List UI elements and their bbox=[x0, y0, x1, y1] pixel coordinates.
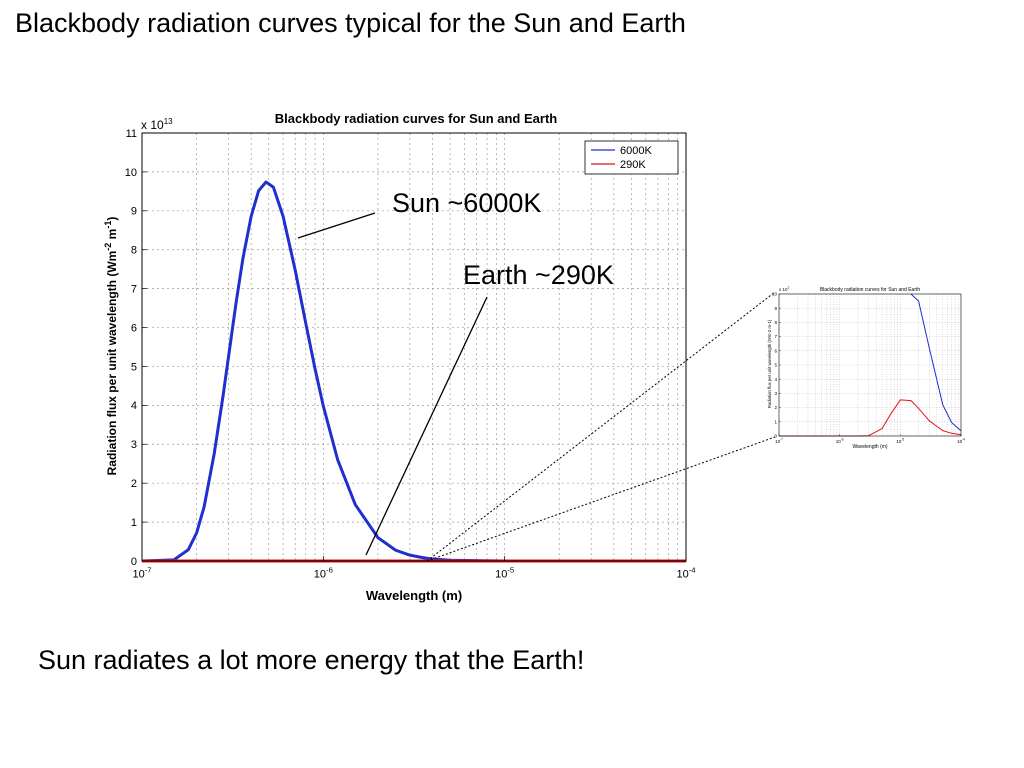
inset-chart-x-tick-label: 10-6 bbox=[836, 438, 844, 444]
inset-chart-grid bbox=[779, 294, 961, 436]
main-chart-ylabel: Radiation flux per unit wavelength (Wm-2… bbox=[103, 217, 119, 476]
main-chart-y-tick-label: 6 bbox=[131, 322, 137, 334]
main-chart-series-6000k bbox=[141, 180, 686, 563]
main-chart-legend: 6000K 290K bbox=[584, 140, 679, 175]
inset-chart-series-6000k bbox=[910, 293, 962, 432]
main-chart-ylabel-pre: Radiation flux per unit wavelength (Wm bbox=[105, 251, 119, 476]
main-chart-y-tick-label: 0 bbox=[131, 556, 137, 568]
main-chart-ylabel-mid: m bbox=[105, 229, 119, 243]
slide-caption: Sun radiates a lot more energy that the … bbox=[38, 645, 585, 675]
main-chart-x-tick-label: 10-5 bbox=[495, 566, 514, 581]
main-chart-ylabel-post: ) bbox=[105, 217, 119, 221]
inset-chart-ticks: 0 1 2 3 4 5 6 7 8 9 10 10-7 10-6 10-5 10-4 bbox=[772, 292, 965, 444]
main-chart-y-tick-label: 8 bbox=[131, 245, 137, 257]
inset-chart-y-tick-label: 9 bbox=[774, 306, 777, 311]
inset-chart-y-multiplier-base: x 10 bbox=[779, 287, 788, 292]
legend-label-6000k: 6000K bbox=[620, 145, 652, 157]
slide-title: Blackbody radiation curves typical for t… bbox=[15, 8, 686, 38]
main-chart-ylabel-exp1: -2 bbox=[103, 243, 113, 251]
main-chart-y-tick-label: 9 bbox=[131, 206, 137, 218]
main-chart-y-multiplier: x 1013 bbox=[141, 117, 173, 132]
main-chart-ticks: 0 1 2 3 4 5 6 7 8 9 10 11 10-7 10-6 10-5 10-4 bbox=[125, 128, 697, 581]
legend-box bbox=[584, 140, 679, 175]
legend-label-290k: 290K bbox=[620, 159, 646, 171]
inset-chart-y-multiplier: x 107 bbox=[779, 286, 790, 292]
main-chart-y-tick-label: 11 bbox=[126, 128, 137, 140]
zoom-connector-top bbox=[426, 291, 776, 562]
inset-chart-series-290k bbox=[779, 399, 962, 437]
sun-annotation: Sun ~6000K bbox=[392, 188, 541, 218]
main-chart-y-tick-label: 2 bbox=[131, 478, 137, 490]
inset-chart-y-tick-label: 7 bbox=[774, 334, 777, 339]
main-chart-x-tick-label: 10-7 bbox=[132, 566, 151, 581]
main-chart-y-tick-label: 3 bbox=[131, 439, 137, 451]
sun-annotation-pointer bbox=[297, 212, 376, 239]
main-chart-y-tick-label: 4 bbox=[131, 400, 137, 412]
inset-chart-y-tick-label: 6 bbox=[774, 348, 777, 353]
inset-chart-y-tick-label: 1 bbox=[774, 419, 777, 424]
inset-chart-y-tick-label: 0 bbox=[774, 434, 777, 439]
inset-chart-xlabel: Wavelength (m) bbox=[852, 444, 887, 450]
main-chart-y-tick-label: 5 bbox=[131, 361, 137, 373]
main-chart-y-multiplier-exp: 13 bbox=[164, 117, 173, 126]
main-chart-y-tick-label: 1 bbox=[131, 517, 137, 529]
main-chart-y-tick-label: 7 bbox=[131, 283, 137, 295]
inset-chart-x-tick-label: 10-5 bbox=[896, 438, 904, 444]
earth-annotation-pointer bbox=[365, 296, 488, 556]
main-chart-xlabel: Wavelength (m) bbox=[366, 588, 462, 603]
inset-chart-y-tick-label: 2 bbox=[774, 405, 777, 410]
main-chart-series bbox=[141, 180, 686, 563]
main-chart-y-multiplier-base: x 10 bbox=[141, 118, 164, 132]
main-chart-x-tick-label: 10-4 bbox=[676, 566, 696, 581]
main-chart-ylabel-exp2: -1 bbox=[103, 221, 113, 229]
main-chart-grid bbox=[142, 133, 686, 561]
inset-chart-y-tick-label: 10 bbox=[772, 292, 778, 297]
main-chart-y-tick-label: 10 bbox=[125, 167, 137, 179]
inset-chart-y-multiplier-exp: 7 bbox=[788, 286, 790, 290]
main-chart-x-tick-label: 10-6 bbox=[314, 566, 333, 581]
inset-chart-y-tick-label: 3 bbox=[774, 391, 777, 396]
earth-annotation: Earth ~290K bbox=[463, 260, 614, 290]
inset-chart-y-tick-label: 8 bbox=[774, 320, 777, 325]
inset-chart-y-tick-label: 4 bbox=[774, 377, 777, 382]
inset-chart-title: Blackbody radiation curves for Sun and E… bbox=[820, 287, 921, 293]
main-chart-title: Blackbody radiation curves for Sun and E… bbox=[275, 111, 558, 126]
main-chart-frame bbox=[141, 132, 687, 562]
zoom-connector-bottom bbox=[426, 436, 776, 562]
inset-chart-x-tick-label: 10-4 bbox=[957, 438, 965, 444]
inset-chart: 0 1 2 3 4 5 6 7 8 9 10 10-7 10-6 10-5 10-4 Blackbody r… bbox=[767, 286, 965, 450]
inset-chart-y-tick-label: 5 bbox=[774, 363, 777, 368]
inset-chart-ylabel: Radiation flux per unit wavelength (Wm-2… bbox=[767, 319, 772, 408]
inset-chart-x-tick-label: 10-7 bbox=[775, 438, 783, 444]
